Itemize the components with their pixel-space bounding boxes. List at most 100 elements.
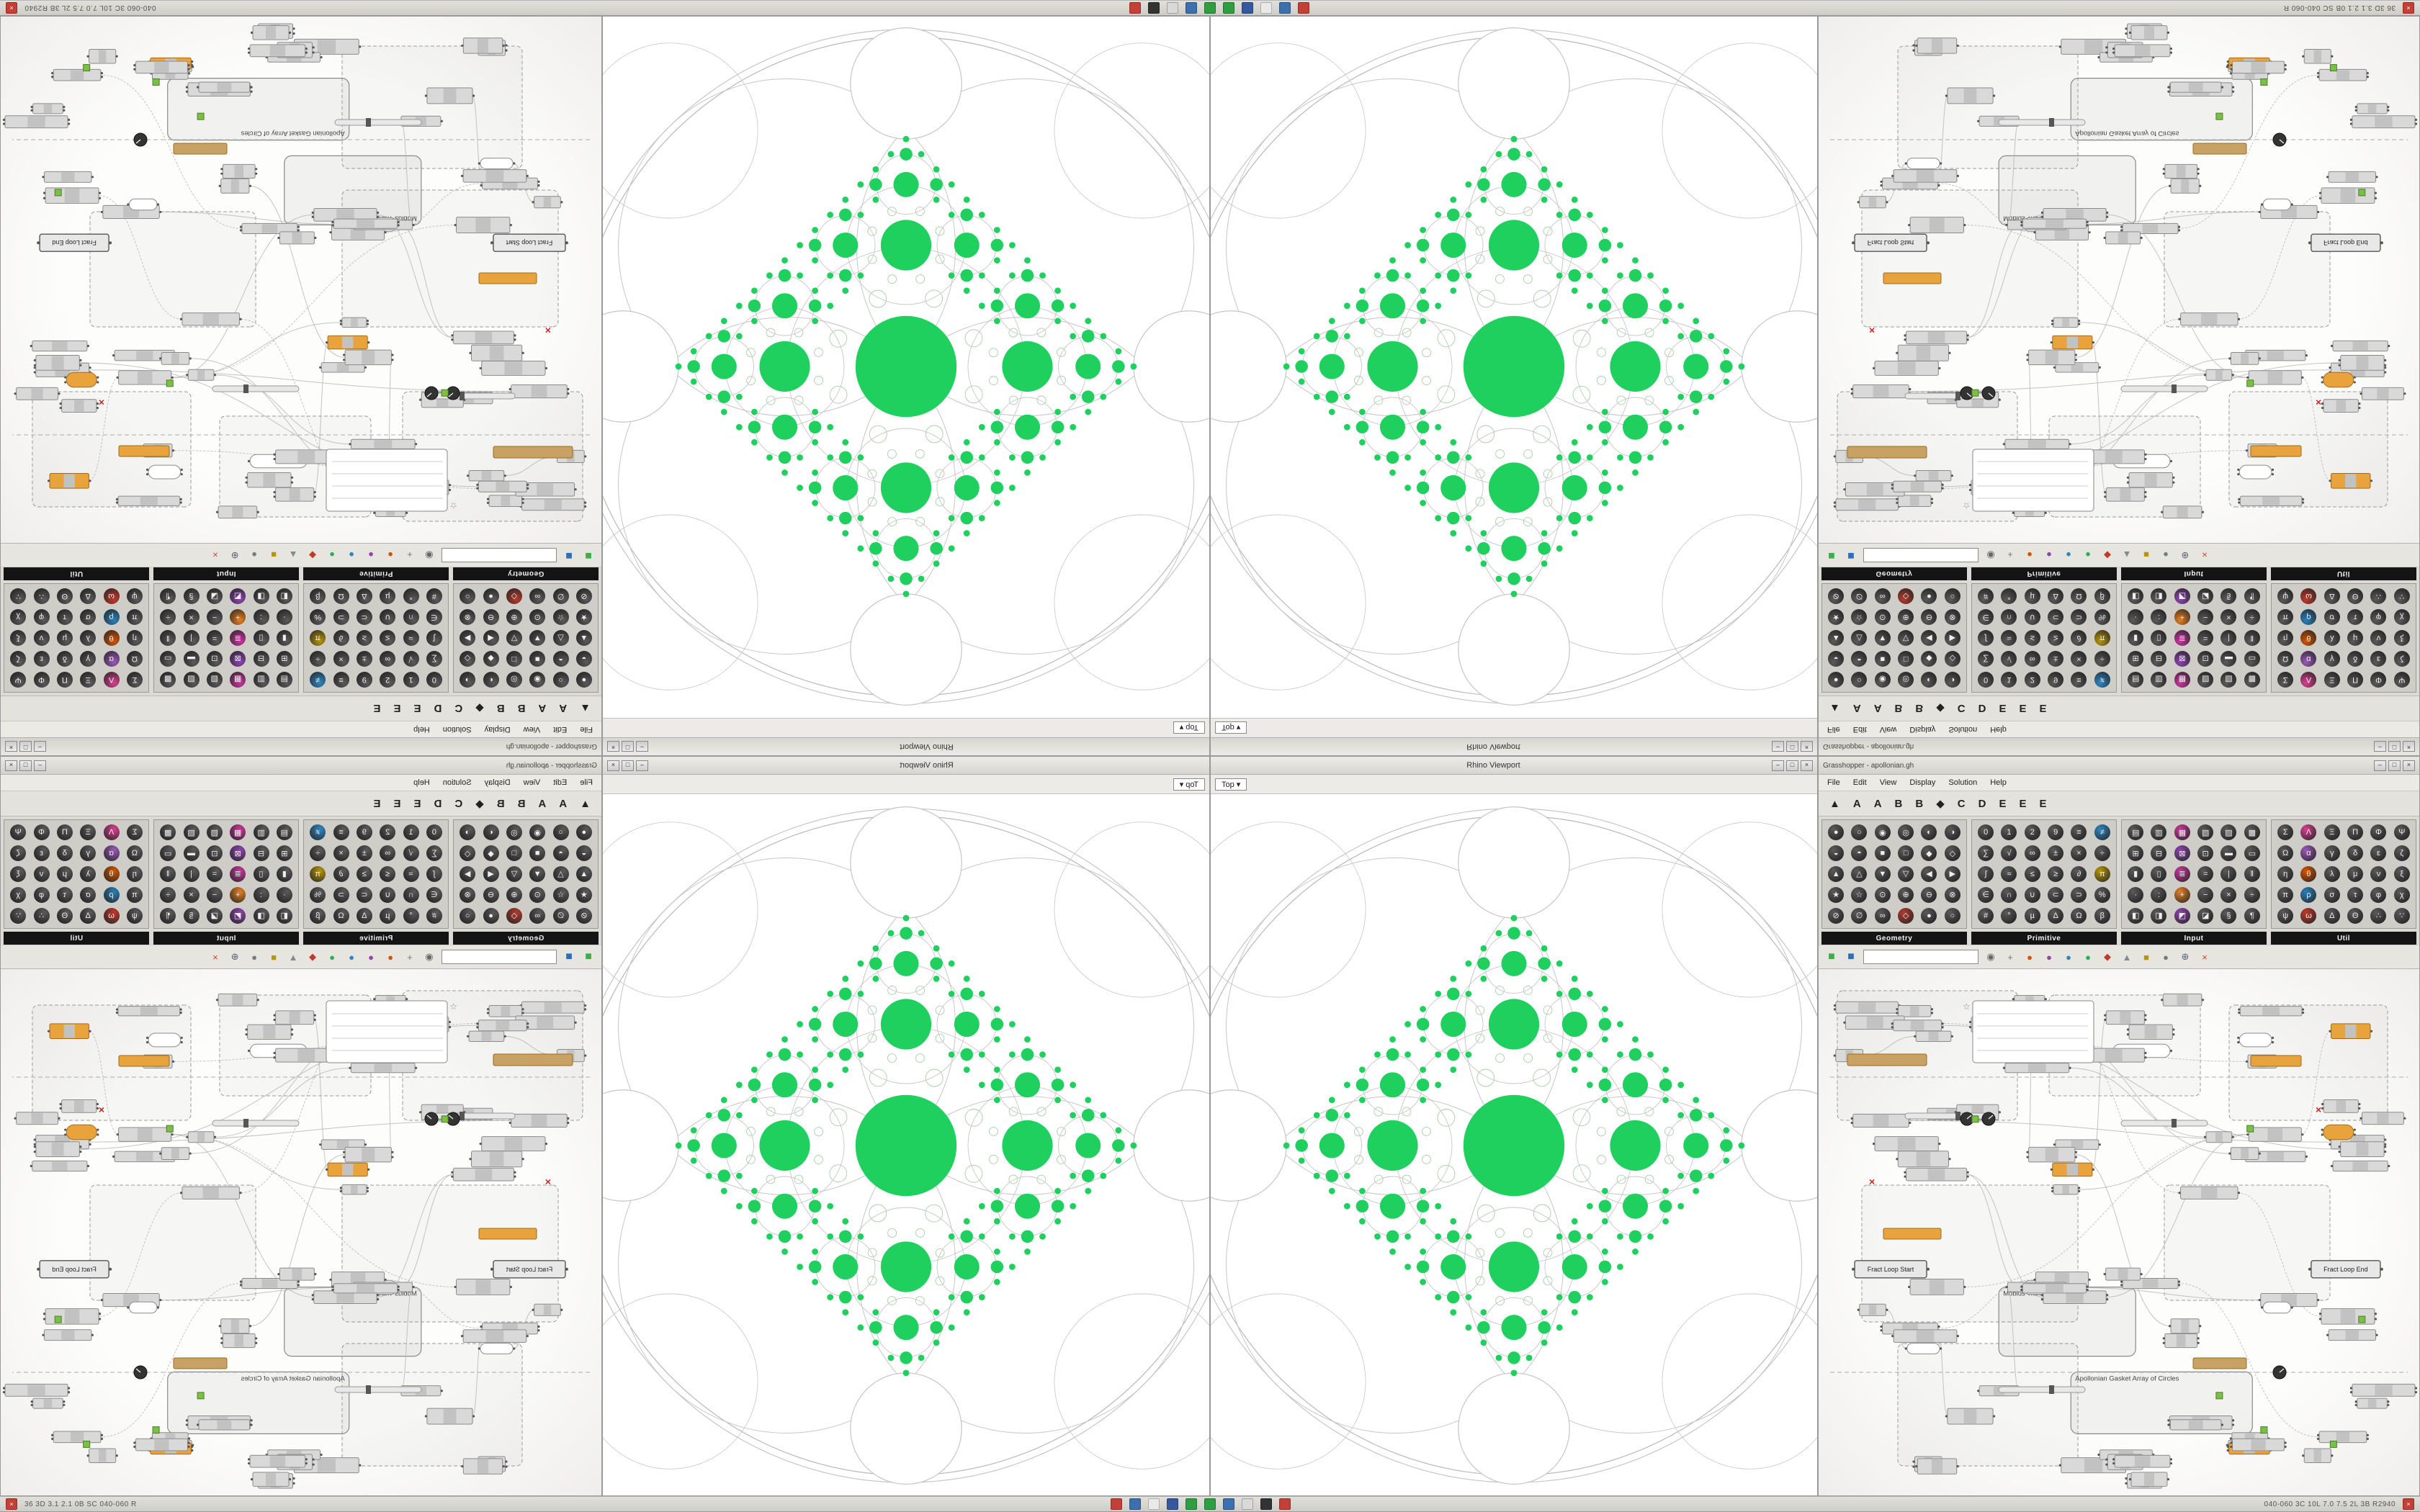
component-icon[interactable]: × — [2220, 609, 2237, 626]
component-icon[interactable]: § — [183, 907, 200, 924]
component-icon[interactable]: ▶ — [1944, 865, 1960, 882]
component-icon[interactable]: ▦ — [2174, 671, 2190, 688]
menu-item-display[interactable]: Display — [484, 778, 511, 787]
menu-item-solution[interactable]: Solution — [1948, 725, 1978, 734]
component-icon[interactable]: Π — [56, 671, 73, 688]
minimize-button[interactable]: – — [636, 741, 648, 752]
component-icon[interactable]: µ — [380, 588, 396, 605]
component-icon[interactable]: ▶ — [1944, 630, 1960, 647]
toolbar-icon[interactable]: ● — [368, 549, 374, 561]
component-icon[interactable]: ≡ — [333, 824, 349, 841]
grasshopper-canvas[interactable]: Mobius TransformationApollonian Gasket A… — [1, 17, 601, 543]
component-icon[interactable]: ◇ — [1944, 650, 1960, 667]
component-icon[interactable]: ▼ — [1874, 630, 1891, 647]
component-icon[interactable]: ∫ — [426, 630, 442, 647]
component-icon[interactable]: ▩ — [2244, 824, 2260, 841]
component-icon[interactable]: χ — [2393, 886, 2410, 903]
component-icon[interactable]: ∞ — [380, 845, 396, 862]
component-icon[interactable]: ◎ — [506, 671, 522, 688]
component-icon[interactable]: ☆ — [1851, 886, 1868, 903]
component-icon[interactable]: μ — [56, 630, 73, 647]
category-tab[interactable]: B — [517, 797, 526, 810]
component-icon[interactable]: ⊖ — [483, 609, 499, 626]
component-icon[interactable]: ρ — [2300, 886, 2317, 903]
taskbar-app-icon[interactable] — [1223, 2, 1235, 14]
component-icon[interactable]: τ — [56, 609, 73, 626]
component-icon[interactable]: ◇ — [460, 845, 476, 862]
component-icon[interactable]: ⊕ — [1898, 609, 1914, 626]
category-tab[interactable]: D — [434, 702, 442, 715]
toolbar-icon[interactable]: ◆ — [2104, 951, 2111, 962]
component-icon[interactable]: ▭ — [160, 845, 176, 862]
component-icon[interactable]: ⊡ — [2197, 650, 2214, 667]
viewport-tab-top[interactable]: Top ▾ — [1215, 721, 1247, 734]
component-icon[interactable]: ÷ — [2094, 845, 2110, 862]
category-tab[interactable]: ▲ — [1829, 797, 1840, 810]
component-icon[interactable]: = — [2197, 865, 2214, 882]
component-icon[interactable]: ξ — [10, 630, 27, 647]
category-tab[interactable]: E — [393, 797, 401, 810]
category-tab[interactable]: B — [1894, 702, 1903, 715]
component-icon[interactable]: ◪ — [2197, 907, 2214, 924]
close-app-icon[interactable]: × — [6, 1498, 17, 1510]
component-icon[interactable]: § — [183, 588, 200, 605]
component-icon[interactable]: ● — [1921, 588, 1937, 605]
component-icon[interactable]: α — [2300, 650, 2317, 667]
component-icon[interactable]: Σ — [126, 824, 143, 841]
component-icon[interactable]: □ — [506, 845, 522, 862]
component-icon[interactable]: ◑ — [460, 824, 476, 841]
component-icon[interactable]: θ — [103, 630, 120, 647]
component-icon[interactable]: ≠ — [310, 671, 326, 688]
component-icon[interactable]: τ — [2347, 609, 2364, 626]
category-tab[interactable]: A — [538, 797, 547, 810]
component-icon[interactable]: Λ — [2300, 824, 2317, 841]
taskbar-app-icon[interactable] — [1148, 2, 1160, 14]
component-icon[interactable]: ▤ — [2128, 824, 2144, 841]
maximize-button[interactable]: □ — [622, 741, 634, 752]
component-icon[interactable]: ∂ — [333, 630, 349, 647]
component-icon[interactable]: ≤ — [2024, 630, 2040, 647]
component-icon[interactable]: ◎ — [1898, 671, 1914, 688]
component-icon[interactable]: Δ — [2048, 907, 2064, 924]
menu-item-view[interactable]: View — [523, 725, 541, 734]
grasshopper-canvas[interactable]: Mobius TransformationApollonian Gasket A… — [1, 969, 601, 1495]
component-icon[interactable]: ▧ — [2197, 671, 2214, 688]
toolbar-icon[interactable]: ⊕ — [230, 550, 239, 561]
component-icon[interactable]: ◐ — [483, 671, 499, 688]
category-tab[interactable]: E — [413, 702, 421, 715]
component-icon[interactable]: ∅ — [1851, 588, 1868, 605]
component-icon[interactable]: ◑ — [1944, 671, 1960, 688]
component-icon[interactable]: ω — [103, 588, 120, 605]
component-icon[interactable]: θ — [2300, 865, 2317, 882]
component-icon[interactable]: Ξ — [80, 824, 97, 841]
component-icon[interactable]: ▩ — [160, 824, 176, 841]
close-button[interactable]: × — [1801, 760, 1813, 771]
toolbar-icon[interactable]: ◉ — [425, 951, 434, 962]
component-icon[interactable]: ν — [33, 865, 50, 882]
component-icon[interactable]: ★ — [575, 609, 592, 626]
component-icon[interactable]: π — [126, 886, 143, 903]
component-icon[interactable]: ◪ — [206, 907, 223, 924]
taskbar-app-icon[interactable] — [1147, 1498, 1160, 1510]
toolbar-icon[interactable]: ● — [2163, 951, 2169, 963]
component-icon[interactable]: χ — [10, 886, 27, 903]
component-icon[interactable]: + — [230, 886, 246, 903]
component-icon[interactable]: ⊟ — [2151, 650, 2167, 667]
toolbar-icon[interactable]: ■ — [585, 950, 592, 963]
component-icon[interactable]: ◧ — [2128, 588, 2144, 605]
taskbar-app-icon[interactable] — [1129, 2, 1142, 14]
component-icon[interactable]: ▧ — [206, 824, 223, 841]
component-icon[interactable]: ◀ — [1921, 630, 1937, 647]
component-icon[interactable]: ξ — [10, 865, 27, 882]
component-icon[interactable]: ○ — [552, 671, 569, 688]
component-icon[interactable]: ▬ — [183, 845, 200, 862]
taskbar-app-icon[interactable] — [1279, 2, 1291, 14]
category-tab[interactable]: E — [2039, 797, 2047, 810]
category-tab[interactable]: B — [1915, 797, 1924, 810]
component-icon[interactable]: # — [426, 907, 442, 924]
taskbar-app-icon[interactable] — [1298, 2, 1310, 14]
taskbar-app-icon[interactable] — [1185, 1498, 1197, 1510]
component-icon[interactable]: τ — [56, 886, 73, 903]
menu-item-display[interactable]: Display — [1909, 778, 1936, 787]
component-icon[interactable]: ☆ — [552, 886, 569, 903]
